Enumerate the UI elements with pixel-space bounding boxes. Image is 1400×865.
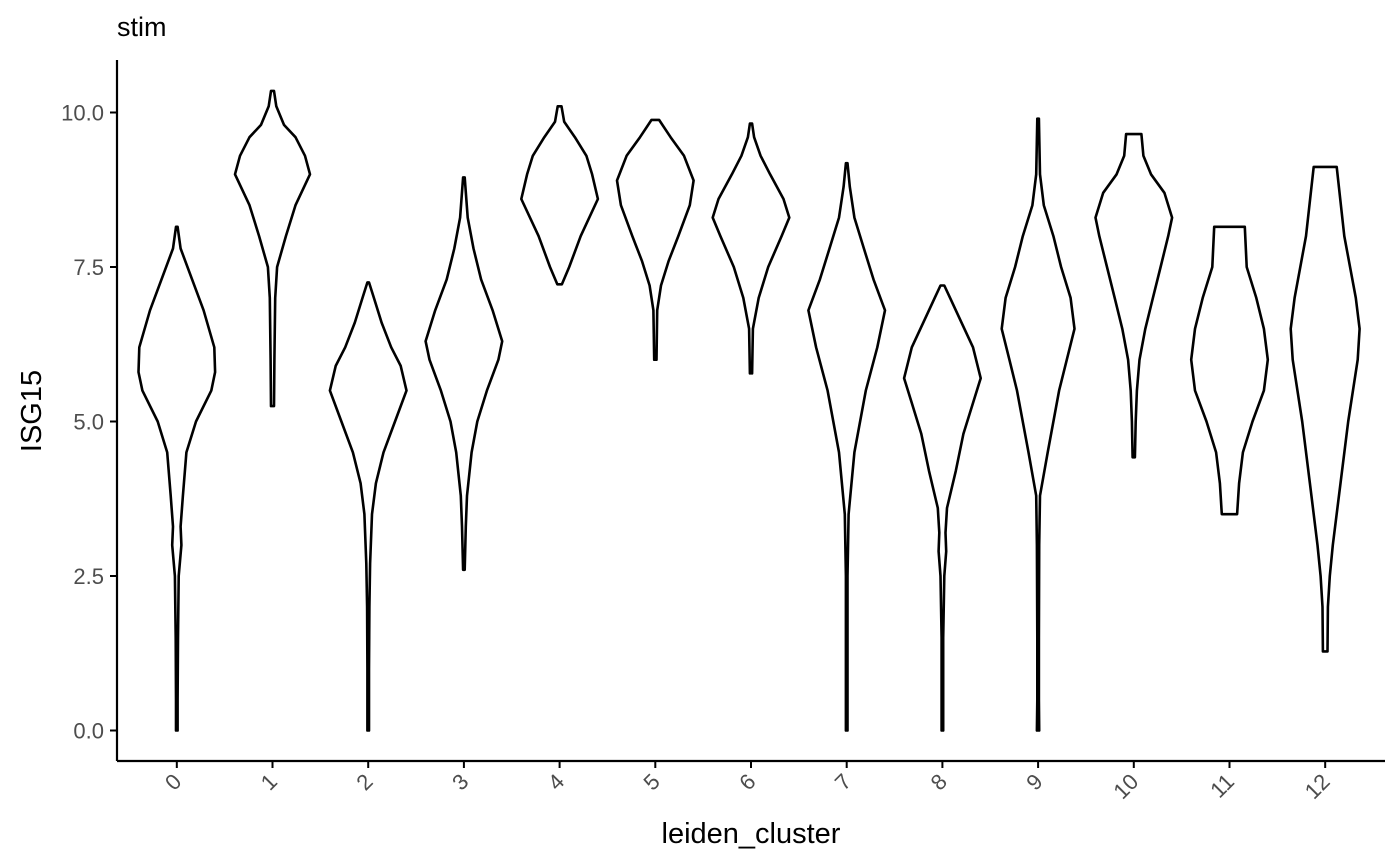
x-tick-label: 7 [830, 769, 856, 795]
x-axis-title: leiden_cluster [662, 818, 841, 850]
violin-cluster-6 [711, 122, 791, 375]
y-tick-label: 5.0 [73, 410, 104, 435]
y-tick-label: 10.0 [61, 101, 104, 126]
x-axis-ticks: 0 1 2 3 4 5 6 7 8 9 10 11 12 [160, 761, 1335, 804]
x-tick-label: 6 [734, 769, 760, 795]
violin-cluster-11 [1189, 225, 1270, 516]
x-tick-label: 5 [638, 769, 664, 795]
violin-cluster-4 [520, 105, 600, 286]
violin-cluster-7 [807, 161, 887, 732]
violin-cluster-10 [1094, 132, 1174, 459]
y-tick-label: 0.0 [73, 719, 104, 744]
violin-cluster-1 [233, 89, 312, 408]
x-tick-label: 8 [926, 769, 952, 795]
y-tick-label: 2.5 [73, 564, 104, 589]
violin-cluster-5 [615, 118, 695, 361]
x-tick-label: 10 [1108, 769, 1143, 804]
chart-title: stim [117, 12, 167, 42]
violin-series [137, 89, 1361, 732]
violin-cluster-0 [137, 225, 217, 732]
y-axis-ticks: 0.0 2.5 5.0 7.5 10.0 [61, 101, 117, 744]
violin-cluster-9 [1000, 117, 1076, 732]
x-tick-label: 9 [1021, 769, 1047, 795]
y-tick-label: 7.5 [73, 255, 104, 280]
x-tick-label: 11 [1205, 769, 1239, 803]
x-tick-label: 3 [447, 769, 473, 795]
violin-cluster-2 [328, 281, 408, 732]
x-tick-label: 2 [351, 769, 377, 795]
violin-cluster-12 [1289, 165, 1361, 653]
violin-cluster-8 [902, 284, 982, 732]
y-axis-title: ISG15 [16, 370, 48, 452]
x-tick-label: 1 [256, 769, 282, 795]
x-tick-label: 0 [160, 769, 186, 795]
x-tick-label: 4 [543, 769, 569, 795]
x-tick-label: 12 [1300, 769, 1335, 804]
violin-cluster-3 [424, 176, 504, 572]
